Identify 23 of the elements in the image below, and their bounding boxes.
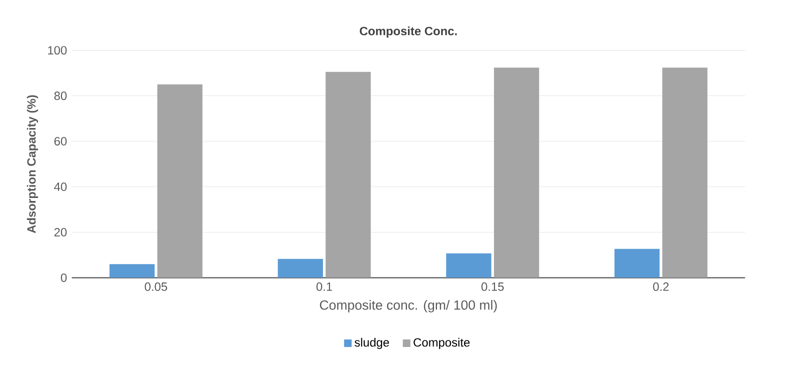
- y-tick-label: 20: [54, 228, 67, 237]
- bar: [109, 264, 155, 278]
- x-tick-label: 0.2: [653, 282, 669, 292]
- y-tick-label: 100: [48, 46, 67, 55]
- bar: [157, 84, 202, 278]
- bar: [614, 249, 660, 278]
- x-axis-title: Composite conc. (gm/ 100 ml): [320, 300, 497, 313]
- bar: [446, 254, 492, 278]
- chart-title: Composite Conc.: [360, 26, 457, 38]
- bar: [278, 259, 323, 278]
- y-tick-label: 60: [54, 137, 67, 146]
- bar: [494, 68, 540, 278]
- y-tick-label: 40: [54, 182, 67, 192]
- y-tick-label: 0: [60, 274, 67, 282]
- y-axis-title: Adsorption Capacity (%): [26, 95, 38, 234]
- bar: [326, 72, 371, 278]
- x-tick-label: 0.1: [316, 282, 332, 292]
- legend-label: Composite: [414, 338, 470, 350]
- bar: [662, 68, 708, 278]
- x-tick-label: 0.05: [144, 282, 168, 292]
- x-tick-label: 0.15: [481, 282, 504, 292]
- y-tick-label: 80: [54, 92, 67, 100]
- legend-label: sludge: [354, 338, 390, 350]
